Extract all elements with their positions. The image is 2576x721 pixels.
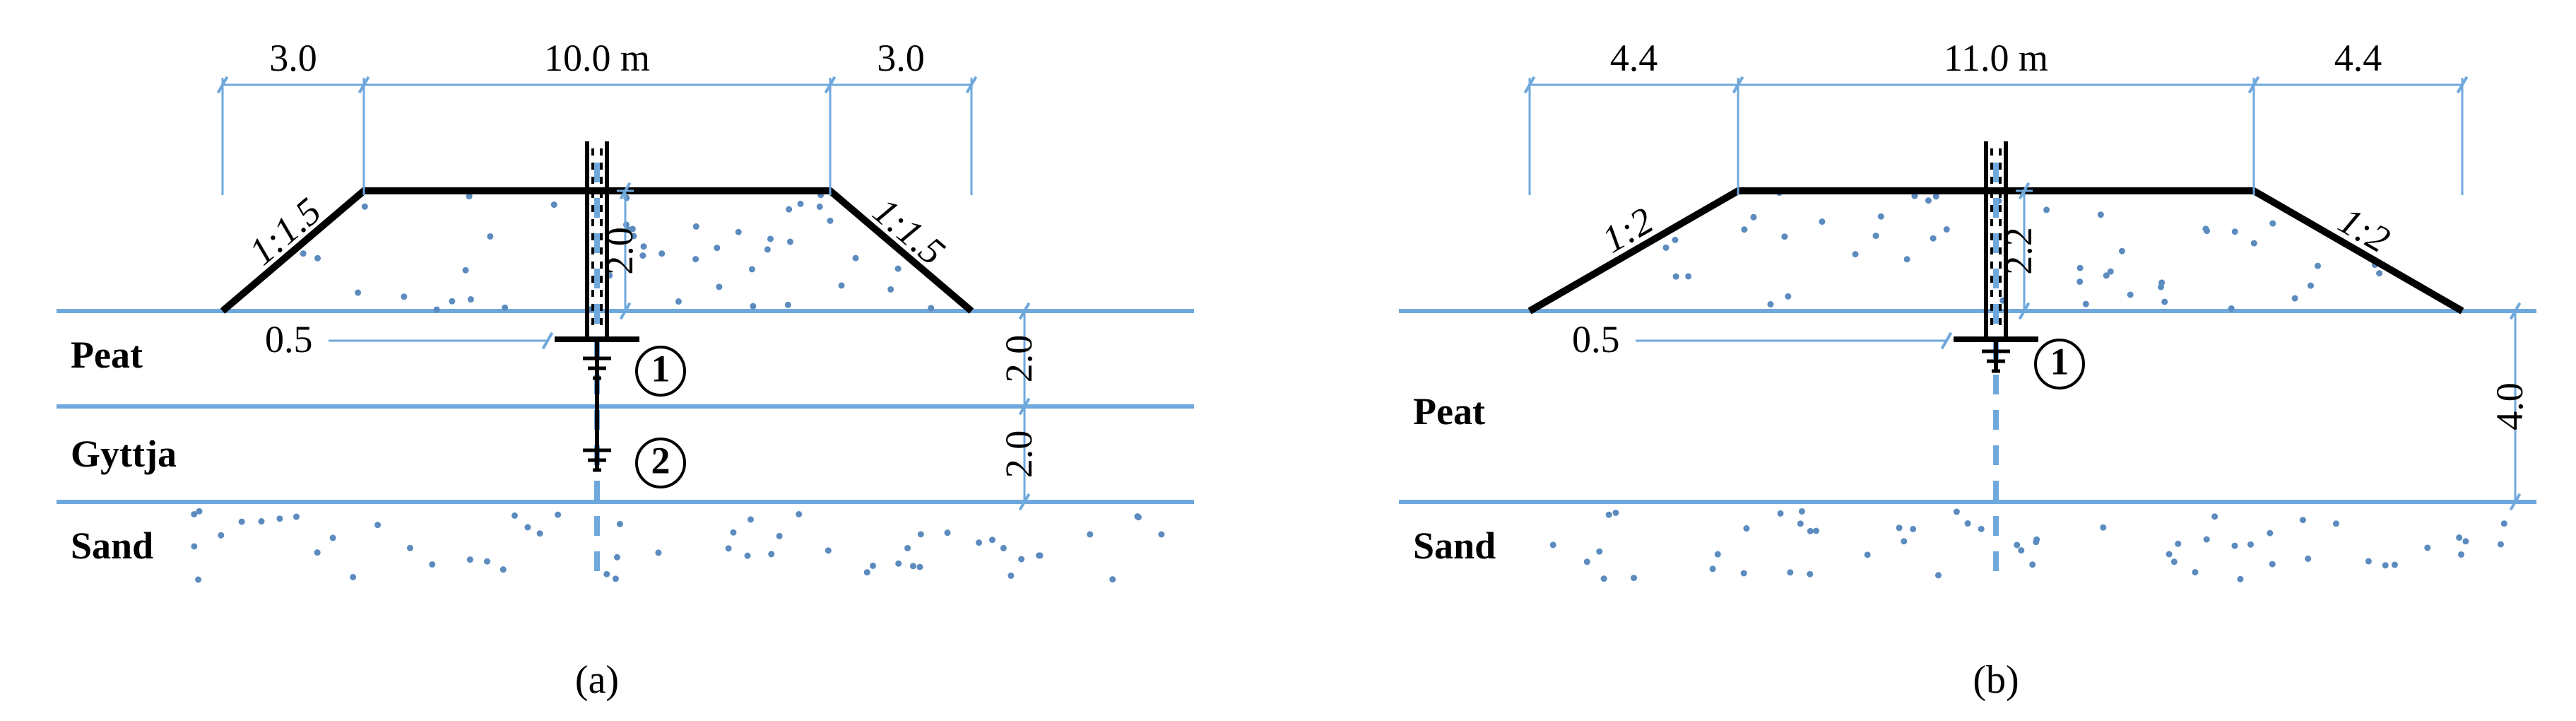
dim-top: 10.0 m — [544, 37, 650, 79]
stage: 123.010.0 m3.01:1.51:1.52.00.52.02.0Peat… — [0, 0, 2576, 721]
dim-slope-right: 4.4 — [2334, 37, 2382, 79]
dim-layer-thickness: 2.0 — [998, 335, 1040, 383]
panel-svg: 123.010.0 m3.01:1.51:1.52.00.52.02.0Peat… — [42, 0, 1208, 615]
caption-a: (a) — [555, 657, 639, 703]
panel-svg: 1 4.4 11.0 m 4.4 1:2 1:2 2.2 0.5 4.0 Peat Sand — [1385, 0, 2551, 615]
water-depth-label: 0.5 — [265, 318, 313, 360]
slope-label-left: 1:2 — [1595, 199, 1660, 261]
dim-embankment-height: 2.0 — [598, 227, 641, 275]
dim-slope-left: 3.0 — [269, 37, 317, 79]
piezometer-id-label: 1 — [651, 347, 670, 389]
dim-embankment-height: 2.2 — [1997, 227, 2040, 275]
caption-b: (b) — [1954, 657, 2038, 703]
layer-label: Peat — [71, 334, 143, 376]
dim-slope-right: 3.0 — [877, 37, 925, 79]
piezometer-id-label: 1 — [2050, 340, 2069, 382]
dim-layer-thickness: 4.0 — [2488, 382, 2531, 430]
panel-a: 123.010.0 m3.01:1.51:1.52.00.52.02.0Peat… — [42, 0, 1208, 615]
water-depth-label: 0.5 — [1572, 318, 1620, 360]
dim-layer-thickness: 2.0 — [998, 430, 1040, 479]
panel-b: 1 4.4 11.0 m 4.4 1:2 1:2 2.2 0.5 4.0 Peat Sand — [1385, 0, 2551, 615]
layer-label: Gyttja — [71, 433, 177, 475]
layer-label: Sand — [71, 524, 153, 567]
dim-slope-left: 4.4 — [1610, 37, 1658, 79]
dim-top: 11.0 m — [1944, 37, 2048, 79]
piezometer-id-label: 2 — [651, 439, 670, 481]
slope-label-right: 1:2 — [2332, 199, 2397, 261]
layer-label: Peat — [1413, 390, 1485, 433]
layer-label: Sand — [1413, 524, 1496, 567]
